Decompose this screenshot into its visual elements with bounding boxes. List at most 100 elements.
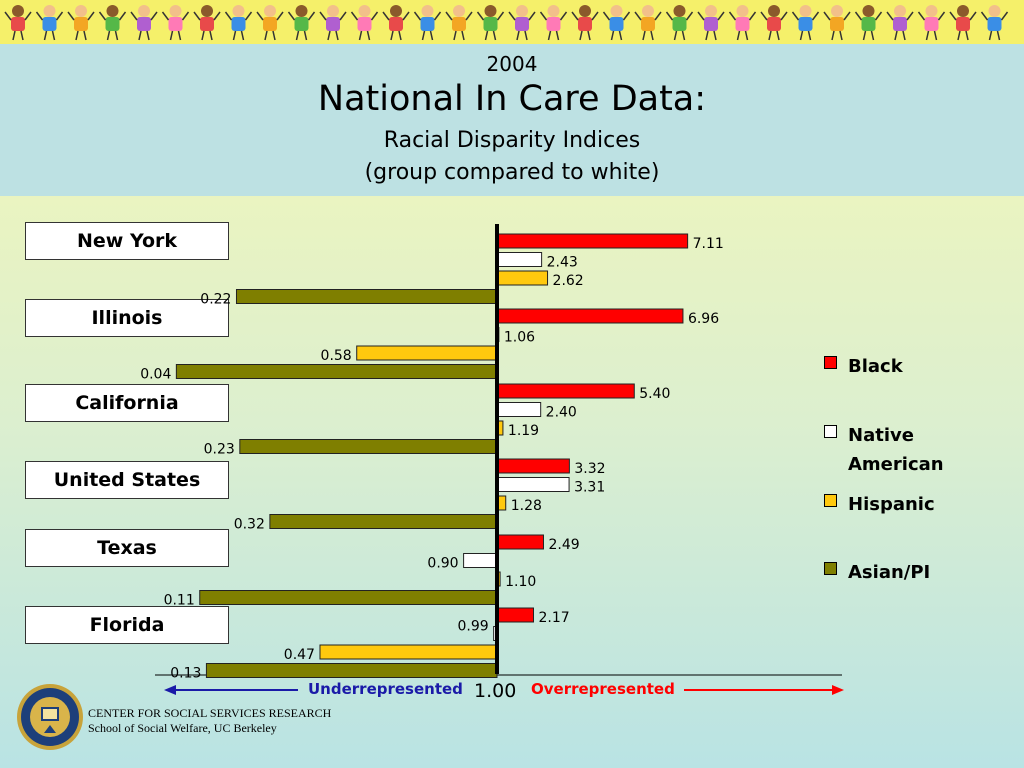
data-label-united-states-black: 3.32 [574, 461, 605, 477]
data-label-texas-black: 2.49 [548, 537, 579, 553]
data-label-illinois-hispanic: 0.58 [321, 348, 352, 364]
child-figure-icon [98, 5, 127, 41]
right-arrowhead-icon [832, 685, 844, 695]
data-label-florida-black: 2.17 [539, 610, 570, 626]
children-banner-graphic [4, 5, 1009, 41]
legend-swatch-asian [824, 562, 837, 575]
child-figure-icon [949, 5, 977, 41]
bar-texas-native [463, 553, 498, 568]
overrepresented-label: Overrepresented [531, 680, 675, 698]
state-label-texas: Texas [25, 529, 229, 567]
child-figure-icon [287, 5, 316, 41]
data-label-florida-native: 0.99 [457, 619, 488, 635]
data-label-florida-asian: 0.13 [170, 666, 201, 682]
title-panel [0, 44, 1024, 196]
bar-new-york-hispanic [496, 270, 549, 286]
bar-california-asian [239, 439, 498, 454]
child-figure-icon [508, 5, 536, 41]
bar-texas-black [496, 534, 544, 550]
state-label-new-york: New York [25, 222, 229, 260]
child-figure-icon [161, 5, 190, 41]
data-label-florida-hispanic: 0.47 [284, 647, 315, 663]
child-figure-icon [791, 5, 820, 41]
bar-california-black [496, 383, 635, 399]
legend-swatch-black [824, 356, 837, 369]
data-label-california-native: 2.40 [546, 405, 577, 421]
child-figure-icon [413, 5, 442, 41]
child-figure-icon [634, 5, 662, 41]
child-figure-icon [130, 5, 158, 41]
child-figure-icon [571, 5, 599, 41]
child-figure-icon [917, 5, 946, 41]
legend-label-asian: Asian/PI [848, 562, 931, 583]
bar-new-york-native [496, 252, 543, 267]
footer-center-name: CENTER FOR SOCIAL SERVICES RESEARCH [88, 706, 332, 720]
bar-illinois-black [496, 308, 684, 324]
bar-illinois-asian [175, 364, 498, 379]
underrepresented-label: Underrepresented [308, 680, 463, 698]
data-label-new-york-hispanic: 2.62 [553, 273, 584, 289]
data-label-united-states-hispanic: 1.28 [511, 498, 542, 514]
bar-united-states-native [496, 477, 570, 492]
child-figure-icon [224, 5, 253, 41]
child-figure-icon [665, 5, 694, 41]
state-label-california: California [25, 384, 229, 422]
child-figure-icon [886, 5, 914, 41]
data-label-texas-hispanic: 1.10 [505, 574, 536, 590]
data-label-new-york-asian: 0.22 [200, 292, 231, 308]
bar-united-states-asian [269, 514, 498, 529]
data-label-united-states-asian: 0.32 [234, 517, 265, 533]
child-figure-icon [476, 5, 505, 41]
legend-label-native-1: Native [848, 425, 914, 446]
data-label-california-hispanic: 1.19 [508, 423, 539, 439]
kids-banner [0, 0, 1024, 44]
child-figure-icon [602, 5, 631, 41]
data-label-illinois-asian: 0.04 [140, 367, 171, 383]
bar-florida-hispanic [319, 644, 498, 660]
child-figure-icon [445, 5, 473, 41]
footer-school-name: School of Social Welfare, UC Berkeley [88, 721, 277, 735]
chart-year: 2004 [486, 52, 538, 76]
child-figure-icon [193, 5, 221, 41]
bar-new-york-asian [235, 289, 498, 304]
bar-new-york-black [496, 233, 689, 249]
data-label-illinois-native: 1.06 [504, 330, 535, 346]
bar-florida-black [496, 607, 535, 623]
child-figure-icon [319, 5, 347, 41]
child-figure-icon [256, 5, 284, 41]
state-label-illinois: Illinois [25, 299, 229, 337]
child-figure-icon [854, 5, 883, 41]
state-label-florida: Florida [25, 606, 229, 644]
chart-title: National In Care Data: [317, 79, 707, 119]
bar-florida-asian [205, 663, 498, 678]
child-figure-icon [4, 5, 32, 41]
child-figure-icon [728, 5, 757, 41]
chart-subtitle-1: Racial Disparity Indices [383, 128, 641, 153]
data-label-united-states-native: 3.31 [574, 480, 605, 496]
legend-label-native-2: American [848, 454, 944, 475]
legend-label-black: Black [848, 356, 903, 377]
data-label-texas-native: 0.90 [427, 556, 458, 572]
bar-texas-asian [199, 590, 498, 605]
data-label-california-asian: 0.23 [204, 442, 235, 458]
child-figure-icon [760, 5, 788, 41]
data-label-illinois-black: 6.96 [688, 311, 719, 327]
chart-subtitle-2: (group compared to white) [364, 160, 660, 185]
child-figure-icon [823, 5, 851, 41]
child-figure-icon [67, 5, 95, 41]
child-figure-icon [382, 5, 410, 41]
baseline-label: 1.00 [474, 680, 517, 702]
child-figure-icon [350, 5, 379, 41]
child-figure-icon [980, 5, 1009, 41]
left-arrowhead-icon [164, 685, 176, 695]
legend-swatch-hispanic [824, 494, 837, 507]
uc-seal-logo [17, 684, 83, 750]
data-label-texas-asian: 0.11 [164, 593, 195, 609]
data-label-california-black: 5.40 [639, 386, 670, 402]
bar-illinois-hispanic [356, 345, 498, 361]
legend-swatch-native [824, 425, 837, 438]
child-figure-icon [35, 5, 64, 41]
bar-california-native [496, 402, 542, 417]
legend-label-hispanic: Hispanic [848, 494, 935, 515]
